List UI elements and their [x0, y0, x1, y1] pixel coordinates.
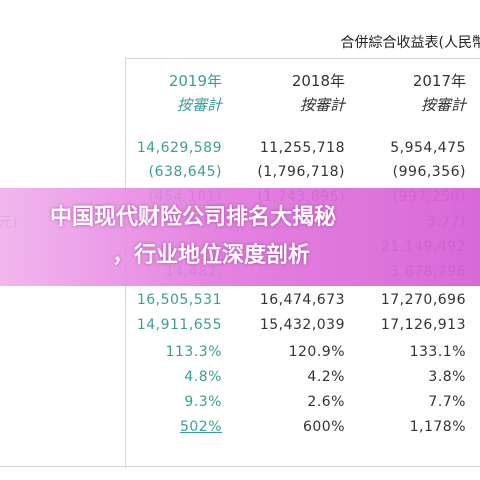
table-cell: 9.3% [184, 394, 222, 410]
rule [125, 58, 480, 59]
table-cell: 16,505,531 [136, 292, 222, 308]
column-year: 2019年 [168, 72, 222, 90]
banner-line: 中国现代财险公司排名大揭秘 [50, 205, 337, 230]
table-cell: 600% [302, 419, 345, 435]
column-year: 2017年 [412, 72, 466, 90]
rule [0, 466, 480, 467]
table-cell: (996,356) [392, 164, 466, 180]
table-cell: 2.6% [307, 394, 345, 410]
table-cell: (1,796,718) [257, 164, 345, 180]
table-cell: 16,474,673 [259, 292, 345, 308]
table-cell: 4.8% [184, 369, 222, 385]
column-basis: 按審計 [299, 96, 345, 114]
table-cell: 7.7% [428, 394, 466, 410]
column-basis: 按審計 [176, 96, 222, 114]
title-banner: 中国现代财险公司排名大揭秘 ，行业地位深度剖析 [0, 188, 480, 286]
table-cell: 502% [179, 419, 222, 435]
table-cell: 17,126,913 [380, 317, 466, 333]
table-cell: 4.2% [307, 369, 345, 385]
table-title: 合併綜合收益表(人民幣 [340, 35, 480, 51]
table-cell: 14,629,589 [136, 140, 222, 156]
table-cell: 14,911,655 [136, 317, 222, 333]
table-cell: 11,255,718 [259, 140, 345, 156]
table-cell: 17,270,696 [380, 292, 466, 308]
table-cell: 15,432,039 [259, 317, 345, 333]
column-year: 2018年 [291, 72, 345, 90]
table-cell: 1,178% [409, 419, 466, 435]
table-cell: 3.8% [428, 369, 466, 385]
table-cell: 133.1% [409, 344, 466, 360]
table-cell: 5,954,475 [390, 140, 466, 156]
banner-line: ，行业地位深度剖析 [112, 243, 311, 268]
table-cell: (638,645) [148, 164, 222, 180]
table-cell: 113.3% [165, 344, 222, 360]
table-cell: 120.9% [288, 344, 345, 360]
column-basis: 按審計 [420, 96, 466, 114]
